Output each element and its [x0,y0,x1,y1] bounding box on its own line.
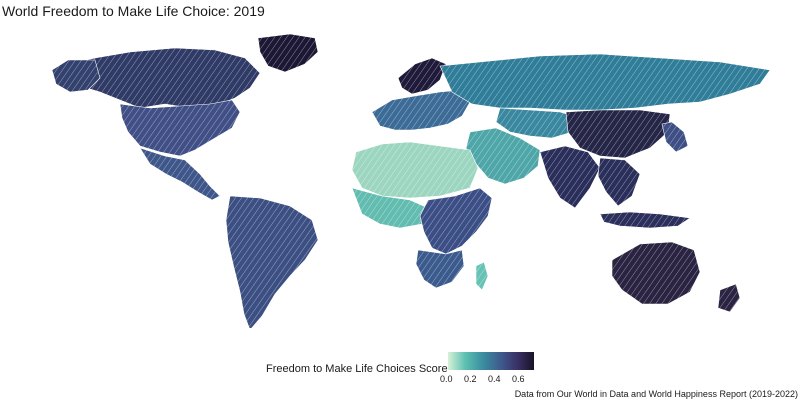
country-region [119,99,241,157]
legend-color-bar [448,352,534,370]
country-region [465,127,541,185]
country-region [225,195,319,328]
country-region [565,109,671,159]
country-region [599,211,691,229]
country-region [539,145,601,209]
world-choropleth-map [51,33,771,328]
country-region [257,33,319,73]
country-region [439,53,771,111]
country-region [661,121,689,153]
country-region [717,283,741,313]
country-region [397,57,447,95]
country-region [351,187,429,229]
country-region [59,47,261,109]
country-region [351,141,479,199]
country-regions [51,33,771,328]
source-caption: Data from Our World in Data and World Ha… [514,389,798,399]
map-title: World Freedom to Make Life Choice: 2019 [2,3,265,19]
legend-tick: 0.2 [464,374,477,384]
legend-tick: 0.6 [512,374,525,384]
country-region [139,147,221,201]
legend-tick: 0.0 [440,374,453,384]
country-region [495,107,581,139]
country-region [371,89,471,131]
country-region [51,59,101,93]
legend-title: Freedom to Make Life Choices Score [266,363,448,375]
country-region [419,187,493,255]
legend-ticks: 0.0 0.2 0.4 0.6 [440,374,540,386]
country-region [415,249,465,289]
country-region [611,241,701,305]
country-region [597,157,641,207]
country-region [475,261,489,291]
legend-tick: 0.4 [488,374,501,384]
